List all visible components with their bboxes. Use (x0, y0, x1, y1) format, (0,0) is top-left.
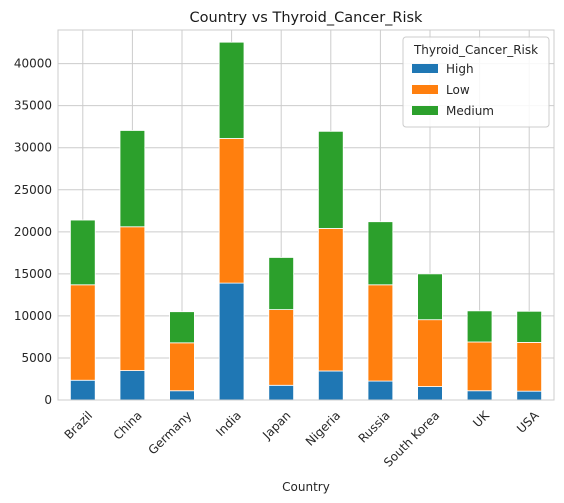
legend-label: High (446, 62, 474, 76)
bar-segment-high (466, 390, 493, 401)
bar-stack (466, 310, 493, 401)
legend-swatch-medium (412, 106, 438, 115)
legend-swatch-high (412, 64, 438, 73)
y-tick-label: 35000 (14, 99, 52, 113)
bar-segment-high (516, 390, 542, 401)
y-tick-label: 30000 (14, 141, 52, 155)
plot-frame (57, 29, 555, 401)
bar-segment-low (119, 226, 146, 371)
bars (70, 41, 542, 401)
y-tick-labels: 0 5000 10000 15000 20000 25000 30000 35000 40000 (14, 57, 52, 407)
y-tick-label: 15000 (14, 267, 52, 281)
bar-stack (70, 219, 96, 401)
axes (57, 29, 555, 401)
bar-segment-low (70, 284, 96, 381)
bar-segment-high (367, 380, 394, 401)
bar-stack (119, 130, 146, 401)
bar-segment-medium (218, 41, 245, 139)
bar-segment-medium (317, 130, 344, 229)
bar-segment-medium (70, 219, 96, 286)
bar-segment-medium (119, 130, 146, 228)
bar-segment-medium (169, 311, 195, 344)
bar-segment-low (516, 341, 542, 392)
bar-stack (317, 130, 344, 401)
bar-stack (169, 311, 195, 401)
bar-segment-low (417, 319, 443, 387)
bar-stack (417, 273, 443, 401)
bar-segment-medium (367, 221, 394, 286)
bar-stack (218, 41, 245, 401)
bar-segment-low (367, 284, 394, 382)
bar-segment-low (466, 341, 493, 392)
legend-box (402, 36, 550, 128)
legend-label: Medium (446, 104, 494, 118)
bar-segment-high (417, 386, 443, 401)
y-tick-label: 10000 (14, 309, 52, 323)
y-tick-label: 40000 (14, 57, 52, 71)
bar-segment-high (119, 370, 146, 401)
bar-stack (516, 310, 542, 401)
y-tick-label: 0 (44, 393, 52, 407)
bar-segment-low (268, 309, 294, 386)
bar-segment-high (268, 384, 294, 401)
bar-segment-high (70, 379, 96, 401)
legend-title: Thyroid_Cancer_Risk (413, 43, 538, 57)
legend-label: Low (446, 83, 470, 97)
bar-segment-medium (268, 257, 294, 311)
y-tick-label: 5000 (21, 351, 52, 365)
y-tick-label: 25000 (14, 183, 52, 197)
bar-segment-medium (466, 310, 493, 343)
x-axis-label: Country (282, 480, 330, 494)
bar-segment-low (218, 138, 245, 284)
bar-segment-medium (516, 310, 542, 343)
bar-stack (268, 257, 294, 401)
bar-segment-high (169, 390, 195, 401)
bar-segment-low (169, 342, 195, 392)
chart-title: Country vs Thyroid_Cancer_Risk (190, 10, 424, 26)
bar-segment-low (317, 228, 344, 372)
bar-segment-medium (417, 273, 443, 321)
y-tick-label: 20000 (14, 225, 52, 239)
bar-segment-high (218, 282, 245, 401)
legend-swatch-low (412, 85, 438, 94)
bar-stack (367, 221, 394, 401)
bar-segment-high (317, 370, 344, 401)
legend: Thyroid_Cancer_Risk High Low Medium (402, 36, 550, 128)
